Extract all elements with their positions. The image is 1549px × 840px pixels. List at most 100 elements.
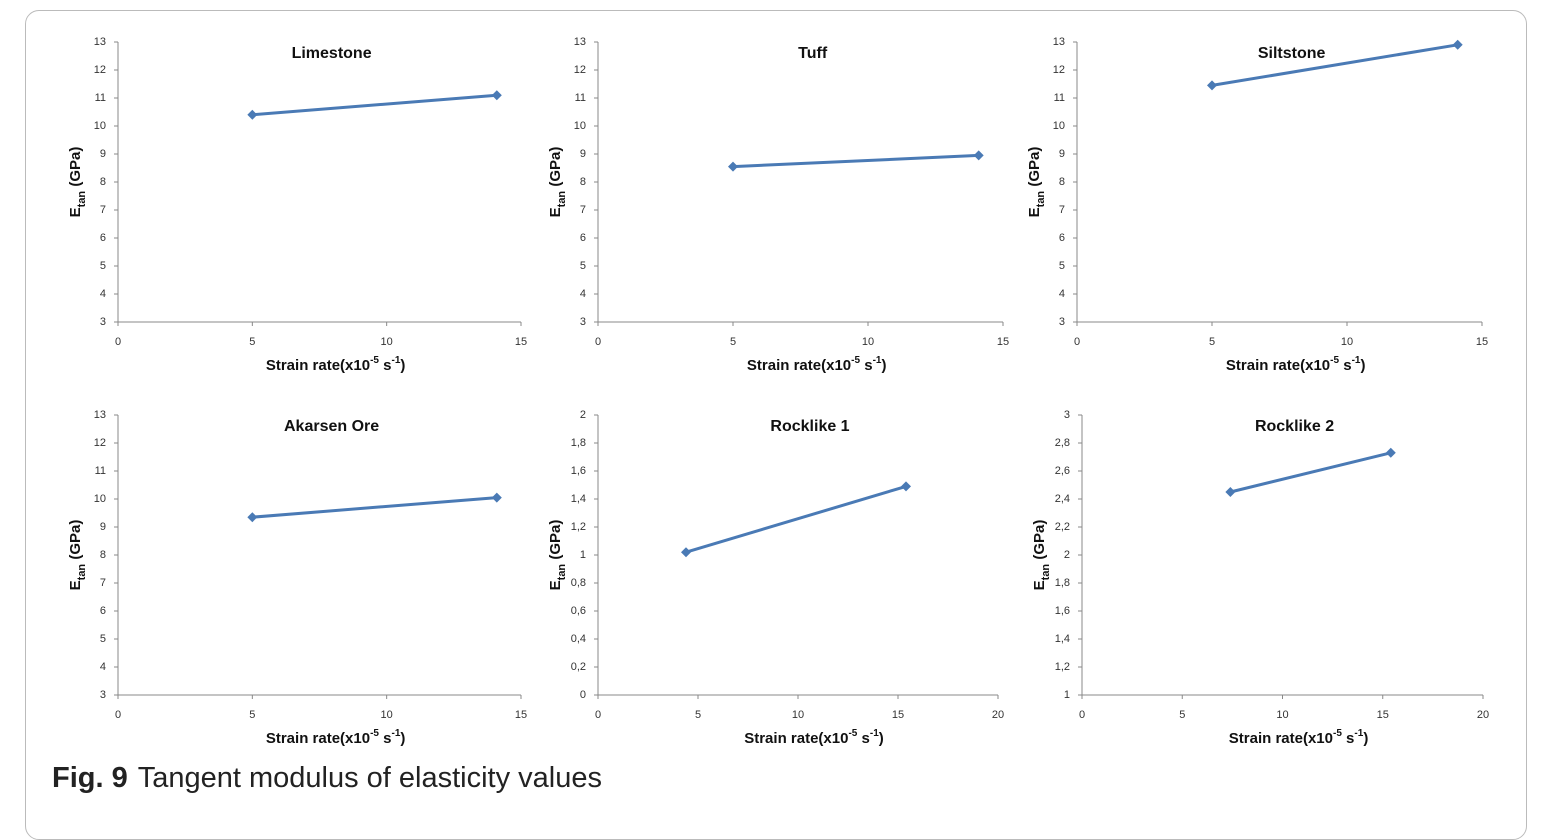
point-marker — [1385, 447, 1396, 458]
y-tick-label: 12 — [94, 437, 106, 449]
y-tick-label: 7 — [100, 577, 106, 589]
x-axis-label-part: -5 — [848, 728, 857, 739]
point-marker — [901, 481, 911, 492]
y-axis-label-part: E — [67, 580, 84, 590]
x-axis-label-part: -5 — [1330, 355, 1339, 366]
x-tick-label: 5 — [730, 336, 736, 348]
series-line — [252, 496, 497, 519]
series-line — [1211, 43, 1458, 87]
x-axis-label-part: Strain rate(x10 — [266, 357, 370, 374]
y-axis-label-part: tan — [1035, 191, 1047, 208]
x-tick-label: 5 — [1209, 336, 1215, 348]
y-tick-label: 11 — [95, 92, 106, 104]
point-marker — [973, 150, 984, 161]
y-tick-label: 1,8 — [571, 437, 586, 449]
y-axis-label-part: (GPa) — [1031, 520, 1048, 564]
caption: Fig. 9 Tangent modulus of elasticity valu… — [52, 762, 602, 795]
x-axis-label-part: Strain rate(x10 — [747, 357, 851, 374]
y-tick-label: 1,4 — [1055, 633, 1070, 645]
y-axis-label-part: E — [547, 207, 564, 217]
x-tick-label: 15 — [1377, 709, 1389, 721]
y-axis-label-part: tan — [76, 191, 88, 208]
x-tick-label: 15 — [515, 336, 527, 348]
chart-title: Siltstone — [1258, 45, 1326, 62]
y-tick-label: 6 — [100, 605, 106, 617]
y-axis-label-part: (GPa) — [1026, 147, 1043, 191]
y-tick-label: 11 — [1054, 92, 1065, 104]
x-axis-label-part: -5 — [370, 355, 379, 366]
y-tick-label: 6 — [100, 232, 106, 244]
y-axis-label-part: tan — [1040, 564, 1052, 581]
x-tick-label: 10 — [381, 336, 393, 348]
y-axis-label: Etan (GPa) — [67, 147, 88, 218]
y-tick-label: 8 — [100, 549, 106, 561]
y-tick-label: 12 — [574, 64, 586, 76]
x-tick-label: 0 — [595, 336, 601, 348]
y-axis-label-part: (GPa) — [67, 520, 84, 564]
y-tick-label: 10 — [94, 493, 106, 505]
x-tick-label: 5 — [249, 336, 255, 348]
y-tick-label: 9 — [100, 521, 106, 533]
y-tick-label: 3 — [580, 316, 586, 328]
y-axis-label: Etan (GPa) — [547, 147, 568, 218]
x-tick-label: 20 — [1477, 709, 1489, 721]
y-tick-label: 0,6 — [571, 605, 586, 617]
y-tick-label: 9 — [1059, 148, 1065, 160]
y-tick-label: 12 — [94, 64, 106, 76]
y-tick-label: 4 — [580, 288, 586, 300]
y-tick-label: 13 — [1053, 36, 1065, 48]
y-tick-label: 9 — [580, 148, 586, 160]
x-tick-label: 10 — [1341, 336, 1353, 348]
x-axis-label-part: s — [857, 730, 870, 747]
x-tick-label: 0 — [1079, 709, 1085, 721]
y-tick-label: 6 — [580, 232, 586, 244]
y-tick-label: 0,4 — [571, 633, 586, 645]
x-axis-label: Strain rate(x10-5 s-1) — [747, 355, 887, 374]
x-tick-label: 15 — [1476, 336, 1488, 348]
y-tick-label: 1,8 — [1055, 577, 1070, 589]
y-tick-label: 5 — [100, 633, 106, 645]
y-tick-label: 0 — [580, 689, 586, 701]
x-axis-label-part: -1 — [870, 728, 879, 739]
y-axis-label-part: E — [547, 580, 564, 590]
y-tick-label: 1 — [1064, 689, 1070, 701]
x-tick-label: 15 — [997, 336, 1009, 348]
y-tick-label: 13 — [94, 36, 106, 48]
x-tick-label: 0 — [115, 336, 121, 348]
y-tick-label: 5 — [1059, 260, 1065, 272]
y-axis-label-part: (GPa) — [547, 520, 564, 564]
y-tick-label: 11 — [95, 465, 106, 477]
y-tick-label: 2,6 — [1055, 465, 1070, 477]
x-axis-label-part: -1 — [873, 355, 882, 366]
y-tick-label: 11 — [575, 92, 586, 104]
y-tick-label: 12 — [1053, 64, 1065, 76]
y-tick-label: 9 — [100, 148, 106, 160]
y-tick-label: 8 — [100, 176, 106, 188]
x-axis-label: Strain rate(x10-5 s-1) — [1226, 355, 1366, 374]
y-axis-label-part: E — [67, 207, 84, 217]
y-tick-label: 3 — [100, 689, 106, 701]
x-axis-label-part: s — [1339, 357, 1352, 374]
y-tick-label: 10 — [574, 120, 586, 132]
y-tick-label: 7 — [580, 204, 586, 216]
x-axis-label-part: -5 — [851, 355, 860, 366]
series-line — [732, 153, 979, 169]
y-tick-label: 3 — [100, 316, 106, 328]
y-tick-label: 7 — [1059, 204, 1065, 216]
y-tick-label: 13 — [574, 36, 586, 48]
x-tick-label: 5 — [249, 709, 255, 721]
series-line — [252, 93, 497, 117]
y-tick-label: 4 — [1059, 288, 1065, 300]
x-axis-label-part: -1 — [1354, 728, 1363, 739]
x-axis-label: Strain rate(x10-5 s-1) — [266, 728, 406, 747]
y-tick-label: 4 — [100, 288, 106, 300]
point-marker — [247, 512, 258, 523]
caption-label: Fig. 9 — [52, 762, 128, 794]
point-marker — [1452, 39, 1463, 50]
x-axis-label-part: ) — [400, 357, 405, 374]
x-tick-label: 10 — [381, 709, 393, 721]
point-marker — [1225, 487, 1236, 497]
y-tick-label: 0,8 — [571, 577, 586, 589]
y-axis-label: Etan (GPa) — [1031, 520, 1052, 591]
x-axis-label-part: ) — [881, 357, 886, 374]
